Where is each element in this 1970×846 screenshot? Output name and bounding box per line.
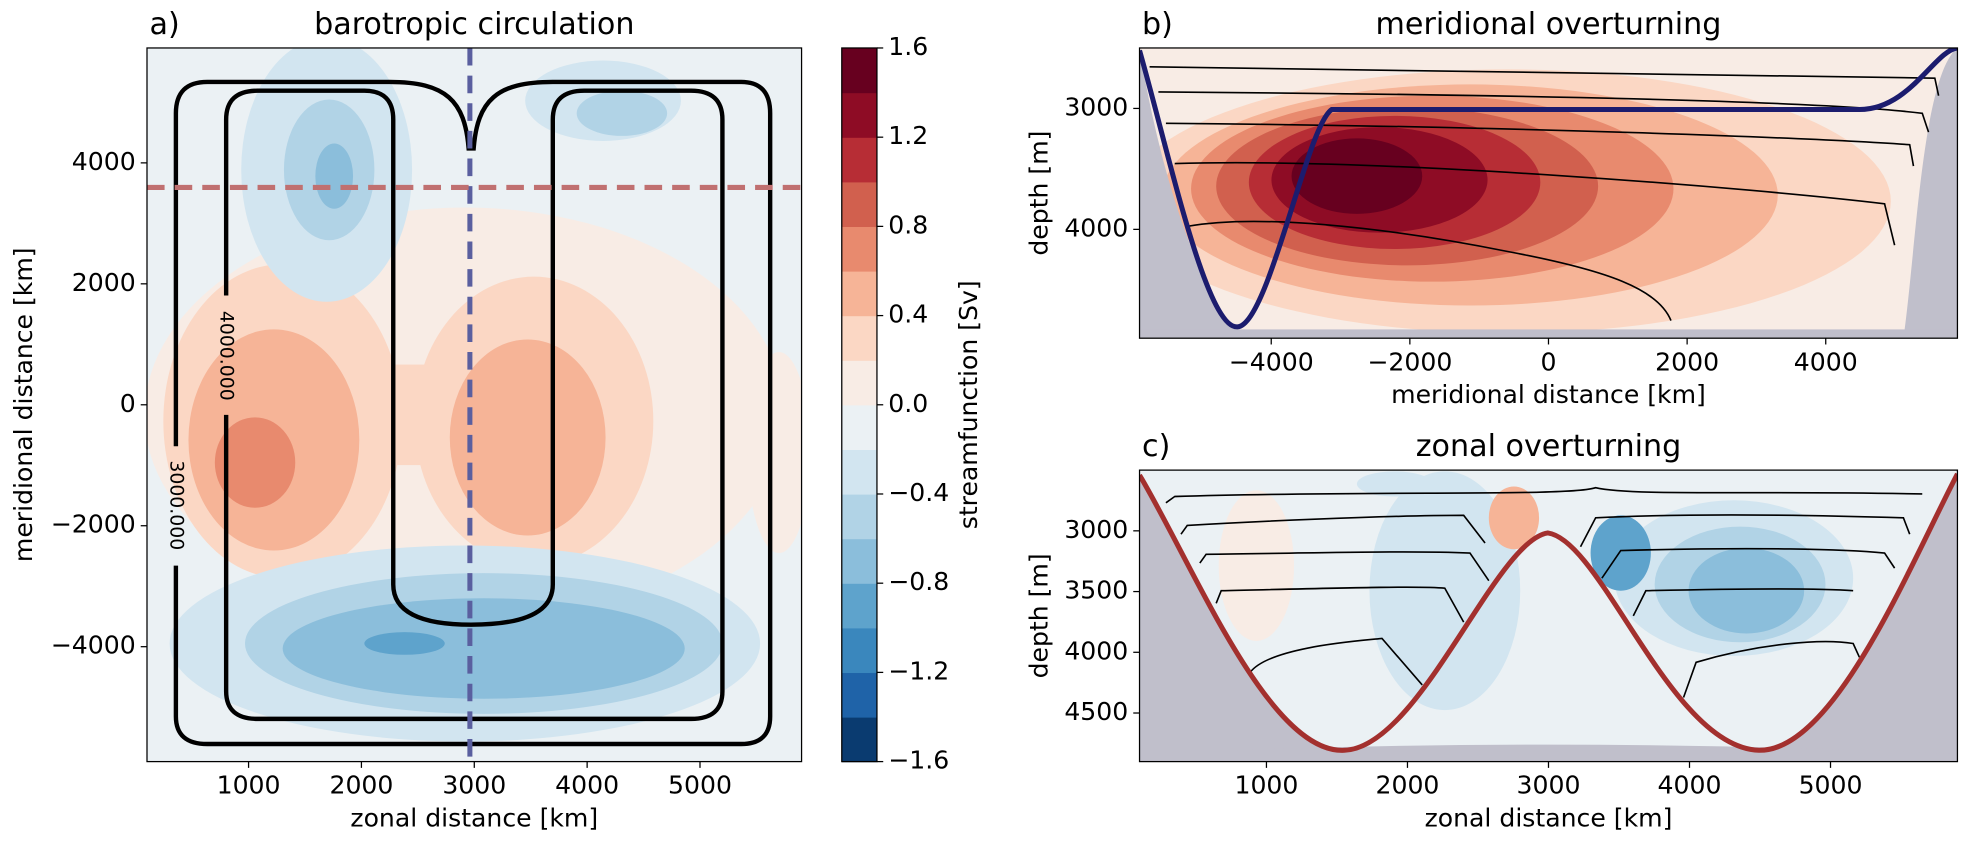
x-axis-label: zonal distance [km]	[1425, 803, 1673, 832]
panel-label: c)	[1142, 429, 1170, 464]
x-tick-label: 2000	[1376, 771, 1440, 800]
colorbar-level	[841, 181, 877, 228]
colorbar-tick-label: 0.4	[888, 300, 928, 329]
panel-b-field	[1139, 47, 1958, 339]
y-tick-label: 2000	[72, 268, 136, 297]
colorbar-level	[841, 226, 877, 272]
colorbar-level	[841, 360, 877, 406]
x-tick-label: 3000	[442, 771, 506, 800]
colorbar-tick-label: −1.2	[888, 656, 949, 685]
colorbar-level	[841, 404, 877, 451]
x-tick-label: −2000	[1367, 347, 1452, 376]
contour-label: 4000.000	[216, 311, 237, 401]
x-tick-label: 1000	[217, 771, 281, 800]
y-tick-label: 4000	[1064, 213, 1128, 242]
y-tick-label: −2000	[51, 510, 136, 539]
x-tick-label: 1000	[1234, 771, 1298, 800]
colorbar-tick-label: 0.0	[888, 389, 928, 418]
colorbar-tick-label: −0.8	[888, 567, 949, 596]
colorbar-level	[841, 627, 877, 674]
y-tick-label: 4000	[72, 147, 136, 176]
y-axis-label: depth [m]	[1024, 131, 1053, 256]
colorbar-level	[841, 538, 877, 584]
colorbar-level	[841, 137, 877, 183]
panel-label: a)	[150, 7, 180, 42]
colorbar-tick-label: 1.2	[888, 121, 928, 150]
colorbar-label: streamfunction [Sv]	[954, 280, 983, 529]
colorbar-tick-label: 0.8	[888, 210, 928, 239]
y-tick-label: 3500	[1064, 576, 1128, 605]
y-axis-label: meridional distance [km]	[9, 247, 38, 562]
y-tick-label: −4000	[51, 631, 136, 660]
y-tick-label: 3000	[1064, 92, 1128, 121]
colorbar-tick-label: 1.6	[888, 32, 928, 61]
colorbar-level	[841, 47, 877, 94]
colorbar-level	[841, 493, 877, 540]
x-tick-label: 3000	[1517, 771, 1581, 800]
x-axis-label: meridional distance [km]	[1391, 380, 1706, 409]
x-tick-label: −4000	[1229, 347, 1314, 376]
y-tick-label: 0	[120, 389, 136, 418]
x-tick-label: 5000	[1799, 771, 1863, 800]
y-tick-label: 4500	[1064, 697, 1128, 726]
chart-title: zonal overturning	[1416, 429, 1682, 464]
colorbar-tick-label: −1.6	[888, 746, 949, 775]
x-axis-label: zonal distance [km]	[350, 803, 598, 832]
colorbar-level	[841, 583, 877, 629]
colorbar-level	[841, 672, 877, 718]
x-tick-label: 2000	[1655, 347, 1719, 376]
x-tick-label: 4000	[1658, 771, 1722, 800]
y-tick-label: 3000	[1064, 515, 1128, 544]
colorbar-level	[841, 449, 877, 495]
colorbar-level	[841, 315, 877, 361]
y-axis-label: depth [m]	[1024, 553, 1053, 678]
x-tick-label: 4000	[1794, 347, 1858, 376]
y-tick-label: 4000	[1064, 636, 1128, 665]
x-tick-label: 5000	[668, 771, 732, 800]
panel-label: b)	[1142, 7, 1173, 42]
chart-title: barotropic circulation	[314, 7, 634, 42]
colorbar-tick-label: −0.4	[888, 478, 949, 507]
x-tick-label: 4000	[555, 771, 619, 800]
chart-title: meridional overturning	[1376, 7, 1722, 42]
panel-a-field	[146, 47, 802, 762]
colorbar-level	[841, 716, 877, 763]
contour-label: 3000.000	[165, 460, 186, 550]
x-tick-label: 2000	[329, 771, 393, 800]
panel-c-field	[1139, 470, 1958, 762]
x-tick-label: 0	[1540, 347, 1556, 376]
colorbar-level	[841, 92, 877, 138]
colorbar-level	[841, 270, 877, 317]
